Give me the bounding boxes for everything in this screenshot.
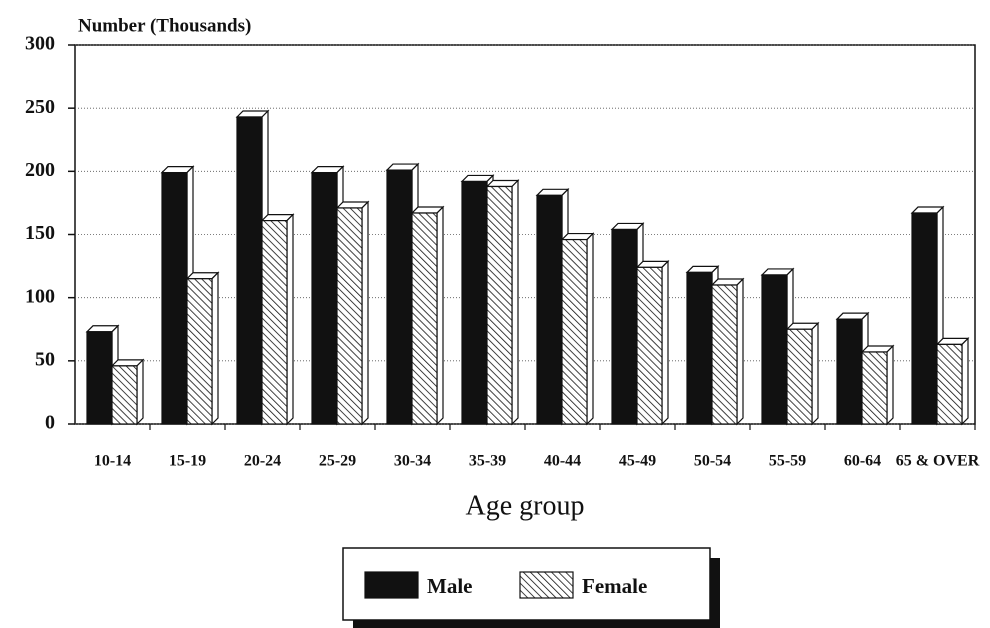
bar xyxy=(186,278,213,425)
x-tick-label: 15-19 xyxy=(169,453,206,470)
y-tick-label: 100 xyxy=(25,285,55,307)
bar xyxy=(611,228,638,425)
bar-side xyxy=(586,232,594,426)
x-tick-label: 10-14 xyxy=(94,453,131,470)
bar xyxy=(336,207,363,425)
bar-side xyxy=(661,259,669,426)
legend-swatch xyxy=(364,571,419,599)
y-tick-label: 0 xyxy=(45,412,55,434)
bar xyxy=(761,274,788,425)
bar xyxy=(861,351,888,425)
bar xyxy=(111,365,138,425)
y-tick-label: 300 xyxy=(25,33,55,55)
x-tick-label: 25-29 xyxy=(319,453,356,470)
x-tick-label: 60-64 xyxy=(844,453,881,470)
bar xyxy=(936,343,963,425)
x-tick-label: 30-34 xyxy=(394,453,431,470)
legend-label: Female xyxy=(582,574,647,598)
bar xyxy=(911,212,938,425)
x-tick-label: 50-54 xyxy=(694,453,731,470)
x-tick-label: 20-24 xyxy=(244,453,281,470)
bar xyxy=(411,212,438,425)
bar-side xyxy=(436,205,444,426)
bar-side xyxy=(886,344,894,426)
x-tick-label: 45-49 xyxy=(619,453,656,470)
bar-side xyxy=(811,321,819,426)
bar-side xyxy=(961,336,969,426)
x-tick-label: 55-59 xyxy=(769,453,806,470)
bar xyxy=(536,194,563,425)
bar-side xyxy=(736,277,744,426)
bar xyxy=(786,328,813,425)
bar xyxy=(461,180,488,425)
x-tick-label: 40-44 xyxy=(544,453,581,470)
y-tick-label: 250 xyxy=(25,96,55,118)
x-tick-label: 65 & OVER xyxy=(896,453,980,470)
bar xyxy=(561,238,588,425)
bar-side xyxy=(286,213,294,426)
legend-label: Male xyxy=(427,574,472,598)
bar xyxy=(486,185,513,425)
bar xyxy=(236,116,263,425)
legend-swatch xyxy=(519,571,574,599)
y-tick-label: 150 xyxy=(25,222,55,244)
bar-side xyxy=(136,358,144,426)
bar xyxy=(311,171,338,425)
bar xyxy=(386,169,413,425)
bar xyxy=(686,271,713,425)
bar xyxy=(636,266,663,425)
bar xyxy=(836,318,863,425)
bar-side xyxy=(211,271,219,426)
bar xyxy=(711,284,738,425)
bar-side xyxy=(511,179,519,426)
x-tick-label: 35-39 xyxy=(469,453,506,470)
bar-side xyxy=(361,200,369,426)
y-axis-label: Number (Thousands) xyxy=(78,15,251,36)
x-axis-label: Age group xyxy=(466,490,585,521)
y-tick-label: 50 xyxy=(35,348,55,370)
bar xyxy=(161,171,188,425)
y-tick-label: 200 xyxy=(25,159,55,181)
bar xyxy=(86,331,113,425)
bar xyxy=(261,220,288,425)
